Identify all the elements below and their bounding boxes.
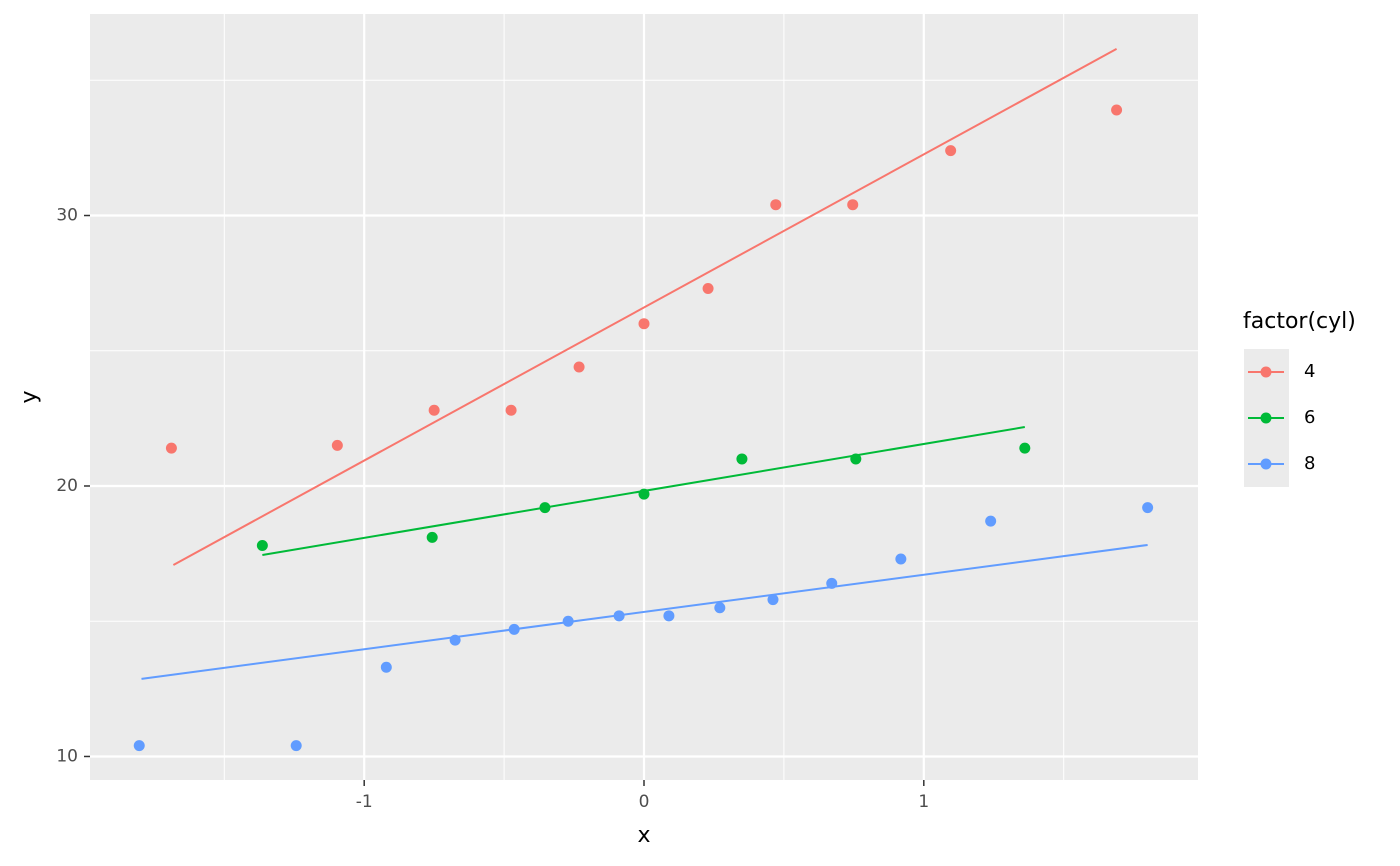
point (426, 531, 438, 543)
fit-line (141, 543, 1148, 680)
point (850, 453, 862, 465)
point (539, 502, 551, 514)
y-tick-label: 20 (56, 476, 78, 496)
point (714, 602, 726, 614)
point (826, 577, 838, 589)
point (638, 488, 650, 500)
point (663, 610, 675, 622)
point (428, 404, 440, 416)
point (331, 439, 343, 451)
point (290, 740, 302, 752)
legend-key-point (1260, 458, 1272, 470)
point (505, 404, 517, 416)
point (165, 442, 177, 454)
legend-label: 8 (1304, 453, 1315, 474)
point (736, 453, 748, 465)
x-axis-title: x (637, 823, 650, 848)
point (256, 539, 268, 551)
fit-line (172, 48, 1118, 566)
point (1111, 104, 1123, 116)
legend-key-point (1260, 366, 1272, 378)
point (767, 594, 779, 606)
point (702, 283, 714, 295)
point (449, 634, 461, 646)
point (638, 318, 650, 330)
point (1142, 502, 1154, 514)
point (770, 199, 782, 211)
point (985, 515, 997, 527)
point (945, 145, 957, 157)
y-axis-title: y (17, 390, 42, 403)
point (1019, 442, 1031, 454)
point (613, 610, 625, 622)
x-tick-label: -1 (356, 792, 373, 812)
point (133, 740, 145, 752)
legend-label: 4 (1304, 361, 1315, 382)
point (562, 615, 574, 627)
x-tick-label: 1 (918, 792, 929, 812)
point (573, 361, 585, 373)
point (508, 623, 520, 635)
x-tick-label: 0 (639, 792, 650, 812)
point (380, 661, 392, 673)
y-tick-label: 10 (56, 746, 78, 766)
legend-title: factor(cyl) (1243, 309, 1356, 334)
point (847, 199, 859, 211)
y-tick-label: 30 (56, 206, 78, 226)
legend-key-point (1260, 412, 1272, 424)
legend-label: 6 (1304, 407, 1315, 428)
point (895, 553, 907, 565)
